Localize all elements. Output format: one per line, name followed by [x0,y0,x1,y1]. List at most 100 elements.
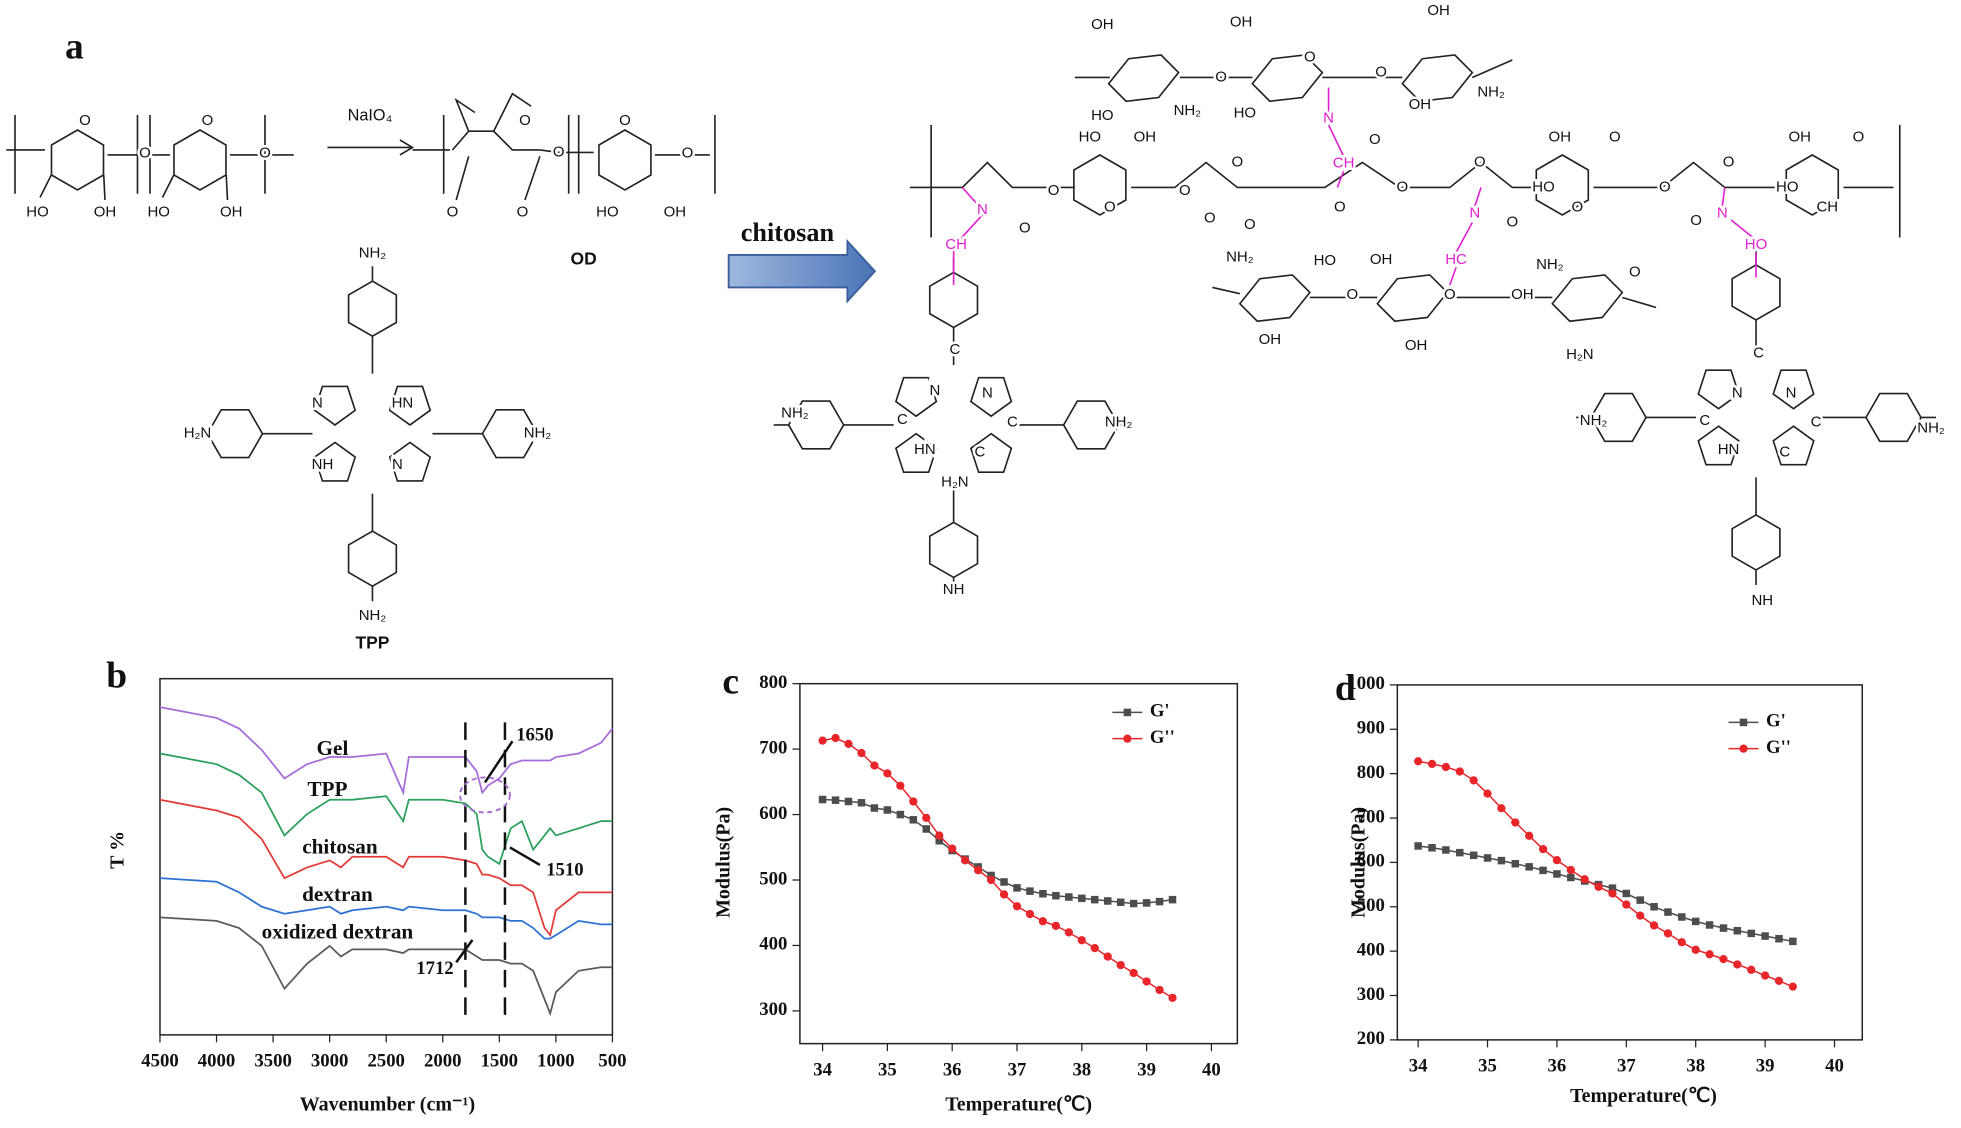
annotation: 1650 [516,724,553,745]
marker [1090,943,1099,953]
atom-label: O [1375,63,1387,80]
pyrrole-ring [969,376,1013,418]
phenyl-ring [347,280,398,338]
atom-label: N [1732,385,1743,402]
atom-label: O [1369,131,1381,148]
legend-marker [1123,708,1132,717]
marker [1608,889,1617,898]
marker [844,739,853,749]
legend-marker [1739,718,1748,727]
atom-label: OH [1511,286,1533,303]
series-line [159,752,613,866]
marker [1038,917,1048,926]
pyrrole-ring [969,432,1013,474]
atom-label: C [1779,443,1790,460]
atom-label: O [1396,178,1408,195]
arrow-label: chitosan [741,218,835,247]
bond [225,174,229,201]
sugar-ring [1785,154,1840,216]
atom-label: OH [220,203,242,220]
atom-label: OH [1427,2,1449,19]
marker [1052,891,1060,900]
tpp-label: TPP [355,632,389,652]
atom-label: NH₂ [359,245,387,262]
marker [1078,894,1086,903]
marker [999,890,1009,899]
x-tick-label: 34 [1409,1056,1428,1077]
atom-label: C [1007,413,1018,430]
atom-label: O [1179,182,1191,199]
series-label: chitosan [302,835,378,859]
atom-label: O [1346,286,1358,303]
marker [1705,950,1714,959]
atom-label: O [619,112,631,129]
atom-label: O [1690,212,1702,229]
series-line [159,706,614,796]
atom-label: N [1469,205,1480,222]
atom-label: C [897,411,908,428]
atom-label: O [139,145,151,162]
atom-label: NH₂ [1536,256,1564,273]
atom-label: HO [1532,178,1554,195]
atom-label: HN [914,441,936,458]
panel-label: a [65,27,84,68]
highlight-ellipse [459,776,511,814]
x-axis-label: Temperature(℃) [1570,1085,1717,1107]
y-tick-label: 900 [1357,718,1385,739]
y-tick-label: 800 [1357,762,1385,783]
y-tick-label: 800 [759,672,787,693]
y-tick-label: 300 [1357,984,1385,1005]
marker [1649,921,1659,930]
marker [1441,762,1451,772]
x-tick-label: 2500 [367,1051,404,1072]
x-tick-label: 3000 [311,1051,348,1072]
atom-label: C [949,341,960,358]
atom-label: NH₂ [1477,83,1505,100]
marker [1733,960,1742,969]
x-tick-label: 39 [1756,1056,1775,1077]
atom-label: C [1699,412,1710,429]
series-line [159,877,613,940]
marker [1129,899,1138,908]
phenyl-ring [1731,514,1781,571]
marker [1483,854,1492,862]
x-tick-label: 4500 [141,1051,178,1072]
atom-label: O [1659,178,1671,195]
atom-label: NH₂ [359,607,387,624]
legend-entry: G'' [1150,727,1175,748]
marker [1168,993,1177,1002]
marker [1567,873,1575,882]
x-tick-label: 38 [1072,1059,1091,1080]
atom-label: OH [1259,331,1281,348]
y-axis-label: T % [106,831,128,869]
marker [1000,878,1008,886]
marker [987,871,995,880]
marker [1664,908,1672,916]
legend-entry: G'' [1766,737,1791,758]
x-tick-label: 35 [1478,1056,1497,1077]
atom-label: H₂N [184,425,211,442]
atom-label: NH [943,581,965,598]
legend-marker [1123,734,1132,743]
phenyl-ring [1865,392,1922,443]
series-label: Gel [317,736,349,760]
marker [1427,759,1437,769]
y-tick-label: 1000 [1347,673,1384,694]
x-tick-label: 40 [1825,1056,1844,1077]
marker [1747,929,1755,938]
atom-label: OH [1091,16,1113,33]
panel-label: d [1335,668,1356,709]
atom-label: HO [1234,105,1256,122]
marker [1414,842,1422,850]
atom-label: OH [1409,96,1431,113]
atom-label: O [1232,153,1244,170]
bond [955,214,983,245]
annotation-arrow [509,846,541,866]
sugar-ring [1535,154,1590,216]
marker [818,795,827,804]
sugar-ring [598,129,652,191]
x-tick-label: 4000 [198,1051,235,1072]
series-line [1418,845,1794,943]
marker [1469,776,1478,785]
